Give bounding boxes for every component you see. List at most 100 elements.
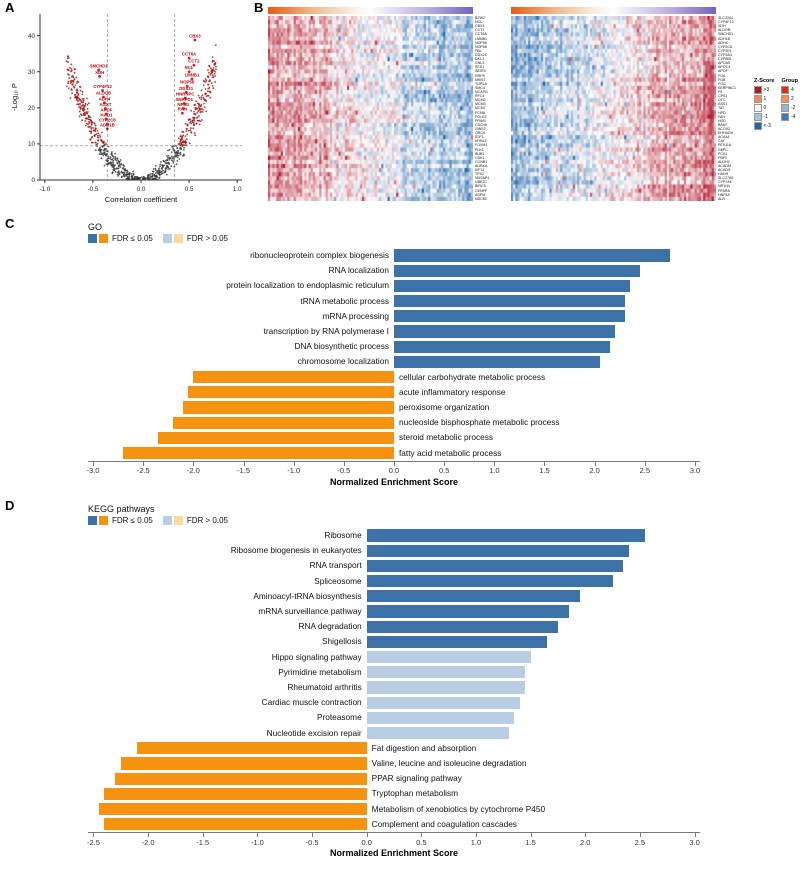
gene-label: ADH4 (718, 40, 728, 45)
enrichment-bar (123, 446, 394, 460)
volcano-point (208, 65, 211, 68)
gene-label: TPX2 (475, 172, 484, 177)
volcano-point (159, 163, 162, 166)
volcano-point (67, 82, 70, 85)
volcano-point (167, 168, 170, 171)
volcano-point (207, 75, 209, 78)
volcano-point (72, 76, 75, 79)
labeled-gene-name: CCT2 (188, 59, 200, 64)
kegg-fdr-legend-row: FDR ≤ 0.05 FDR > 0.05 (88, 516, 238, 525)
gene-label: MYBL2 (475, 139, 487, 144)
legend-label-fdr-sig: FDR ≤ 0.05 (112, 516, 153, 525)
labeled-gene-name: HNRNPC (176, 92, 194, 97)
axis-tick-label: -1.5 (196, 837, 210, 847)
volcano-point (209, 79, 211, 81)
legend-value-label: 0 (763, 104, 767, 111)
volcano-point (94, 141, 97, 144)
volcano-point (214, 44, 217, 46)
gene-label: TOP2A (475, 81, 487, 86)
volcano-point (88, 122, 91, 124)
volcano-point (84, 104, 86, 107)
volcano-point (205, 100, 208, 103)
axis-tick (312, 833, 314, 837)
labeled-gene-point (104, 112, 108, 116)
volcano-point (202, 84, 205, 86)
labeled-gene-point (187, 70, 191, 74)
gene-label: DDX21 (475, 52, 487, 57)
volcano-point (70, 68, 73, 70)
volcano-point (182, 141, 185, 144)
volcano-point (215, 68, 217, 71)
volcano-point (107, 145, 110, 148)
volcano-point (75, 82, 78, 84)
bar-label: Complement and coagulation cascades (371, 818, 517, 829)
volcano-point (98, 134, 101, 137)
labeled-gene-point (184, 90, 188, 94)
volcano-point (114, 157, 117, 160)
volcano-point (161, 164, 164, 167)
gene-label: CPS1 (718, 94, 728, 99)
labeled-gene-point (102, 95, 105, 99)
go-chart-title: GO (88, 222, 103, 232)
volcano-point (128, 175, 131, 177)
legend-color-swatch (754, 95, 762, 103)
enrichment-bar (366, 620, 558, 633)
axis-tick-label: -1.0 (287, 466, 301, 476)
labeled-gene-point (183, 96, 187, 100)
volcano-point (84, 120, 87, 122)
volcano-point (90, 130, 92, 133)
volcano-point (173, 165, 176, 168)
gene-label: RFC4 (475, 94, 485, 99)
volcano-point (146, 175, 149, 178)
enrichment-bar (394, 325, 615, 338)
volcano-point (155, 169, 157, 172)
volcano-point (110, 161, 113, 164)
axis-tick (93, 833, 95, 837)
volcano-point (205, 95, 208, 97)
volcano-point (167, 149, 169, 152)
gene-label: ORC6 (475, 131, 485, 136)
volcano-point (76, 95, 79, 98)
volcano-point (111, 151, 113, 153)
volcano-point (211, 60, 214, 63)
volcano-point (181, 138, 184, 141)
volcano-point (87, 116, 90, 119)
axis-tick-label: 2.5 (639, 466, 651, 476)
axis-tick (193, 461, 195, 466)
volcano-point (78, 110, 81, 113)
bar-label: DNA biosynthetic process (294, 341, 389, 352)
enrichment-bar (366, 635, 547, 649)
gene-label: CDC45 (475, 122, 487, 127)
bar-label: Aminoacyl-tRNA biosynthesis (253, 590, 362, 601)
volcano-point (75, 89, 78, 92)
volcano-point (99, 146, 101, 149)
volcano-point (192, 127, 195, 130)
bar-label: Pyrimidine metabolism (278, 666, 362, 677)
bar-label: Spliceosome (314, 575, 362, 586)
axis-tick-label: -2.5 (86, 837, 100, 847)
axis-tick-label: 3.0 (689, 466, 701, 476)
legend-color-swatch (781, 95, 789, 103)
enrichment-bar (366, 559, 624, 573)
y-tick-label: 30 (28, 69, 36, 76)
volcano-point (166, 155, 168, 157)
volcano-point (190, 131, 193, 133)
volcano-point (67, 73, 69, 76)
axis-tick (394, 461, 395, 466)
gene-label: SMC4 (475, 85, 485, 90)
volcano-point (82, 112, 85, 115)
volcano-point (209, 96, 212, 99)
volcano-point (154, 172, 157, 175)
volcano-point (213, 73, 216, 75)
axis-tick-label: 2.5 (634, 837, 646, 847)
volcano-point (195, 100, 198, 103)
labeled-gene-name: RAN (178, 107, 187, 112)
volcano-point (198, 123, 201, 126)
labeled-gene-point (105, 127, 109, 131)
labeled-gene-name: ALDOB (96, 91, 111, 96)
labeled-gene-point (182, 102, 186, 105)
volcano-point (99, 150, 102, 153)
volcano-point (81, 90, 84, 93)
volcano-point (94, 124, 97, 127)
volcano-point (165, 164, 168, 167)
